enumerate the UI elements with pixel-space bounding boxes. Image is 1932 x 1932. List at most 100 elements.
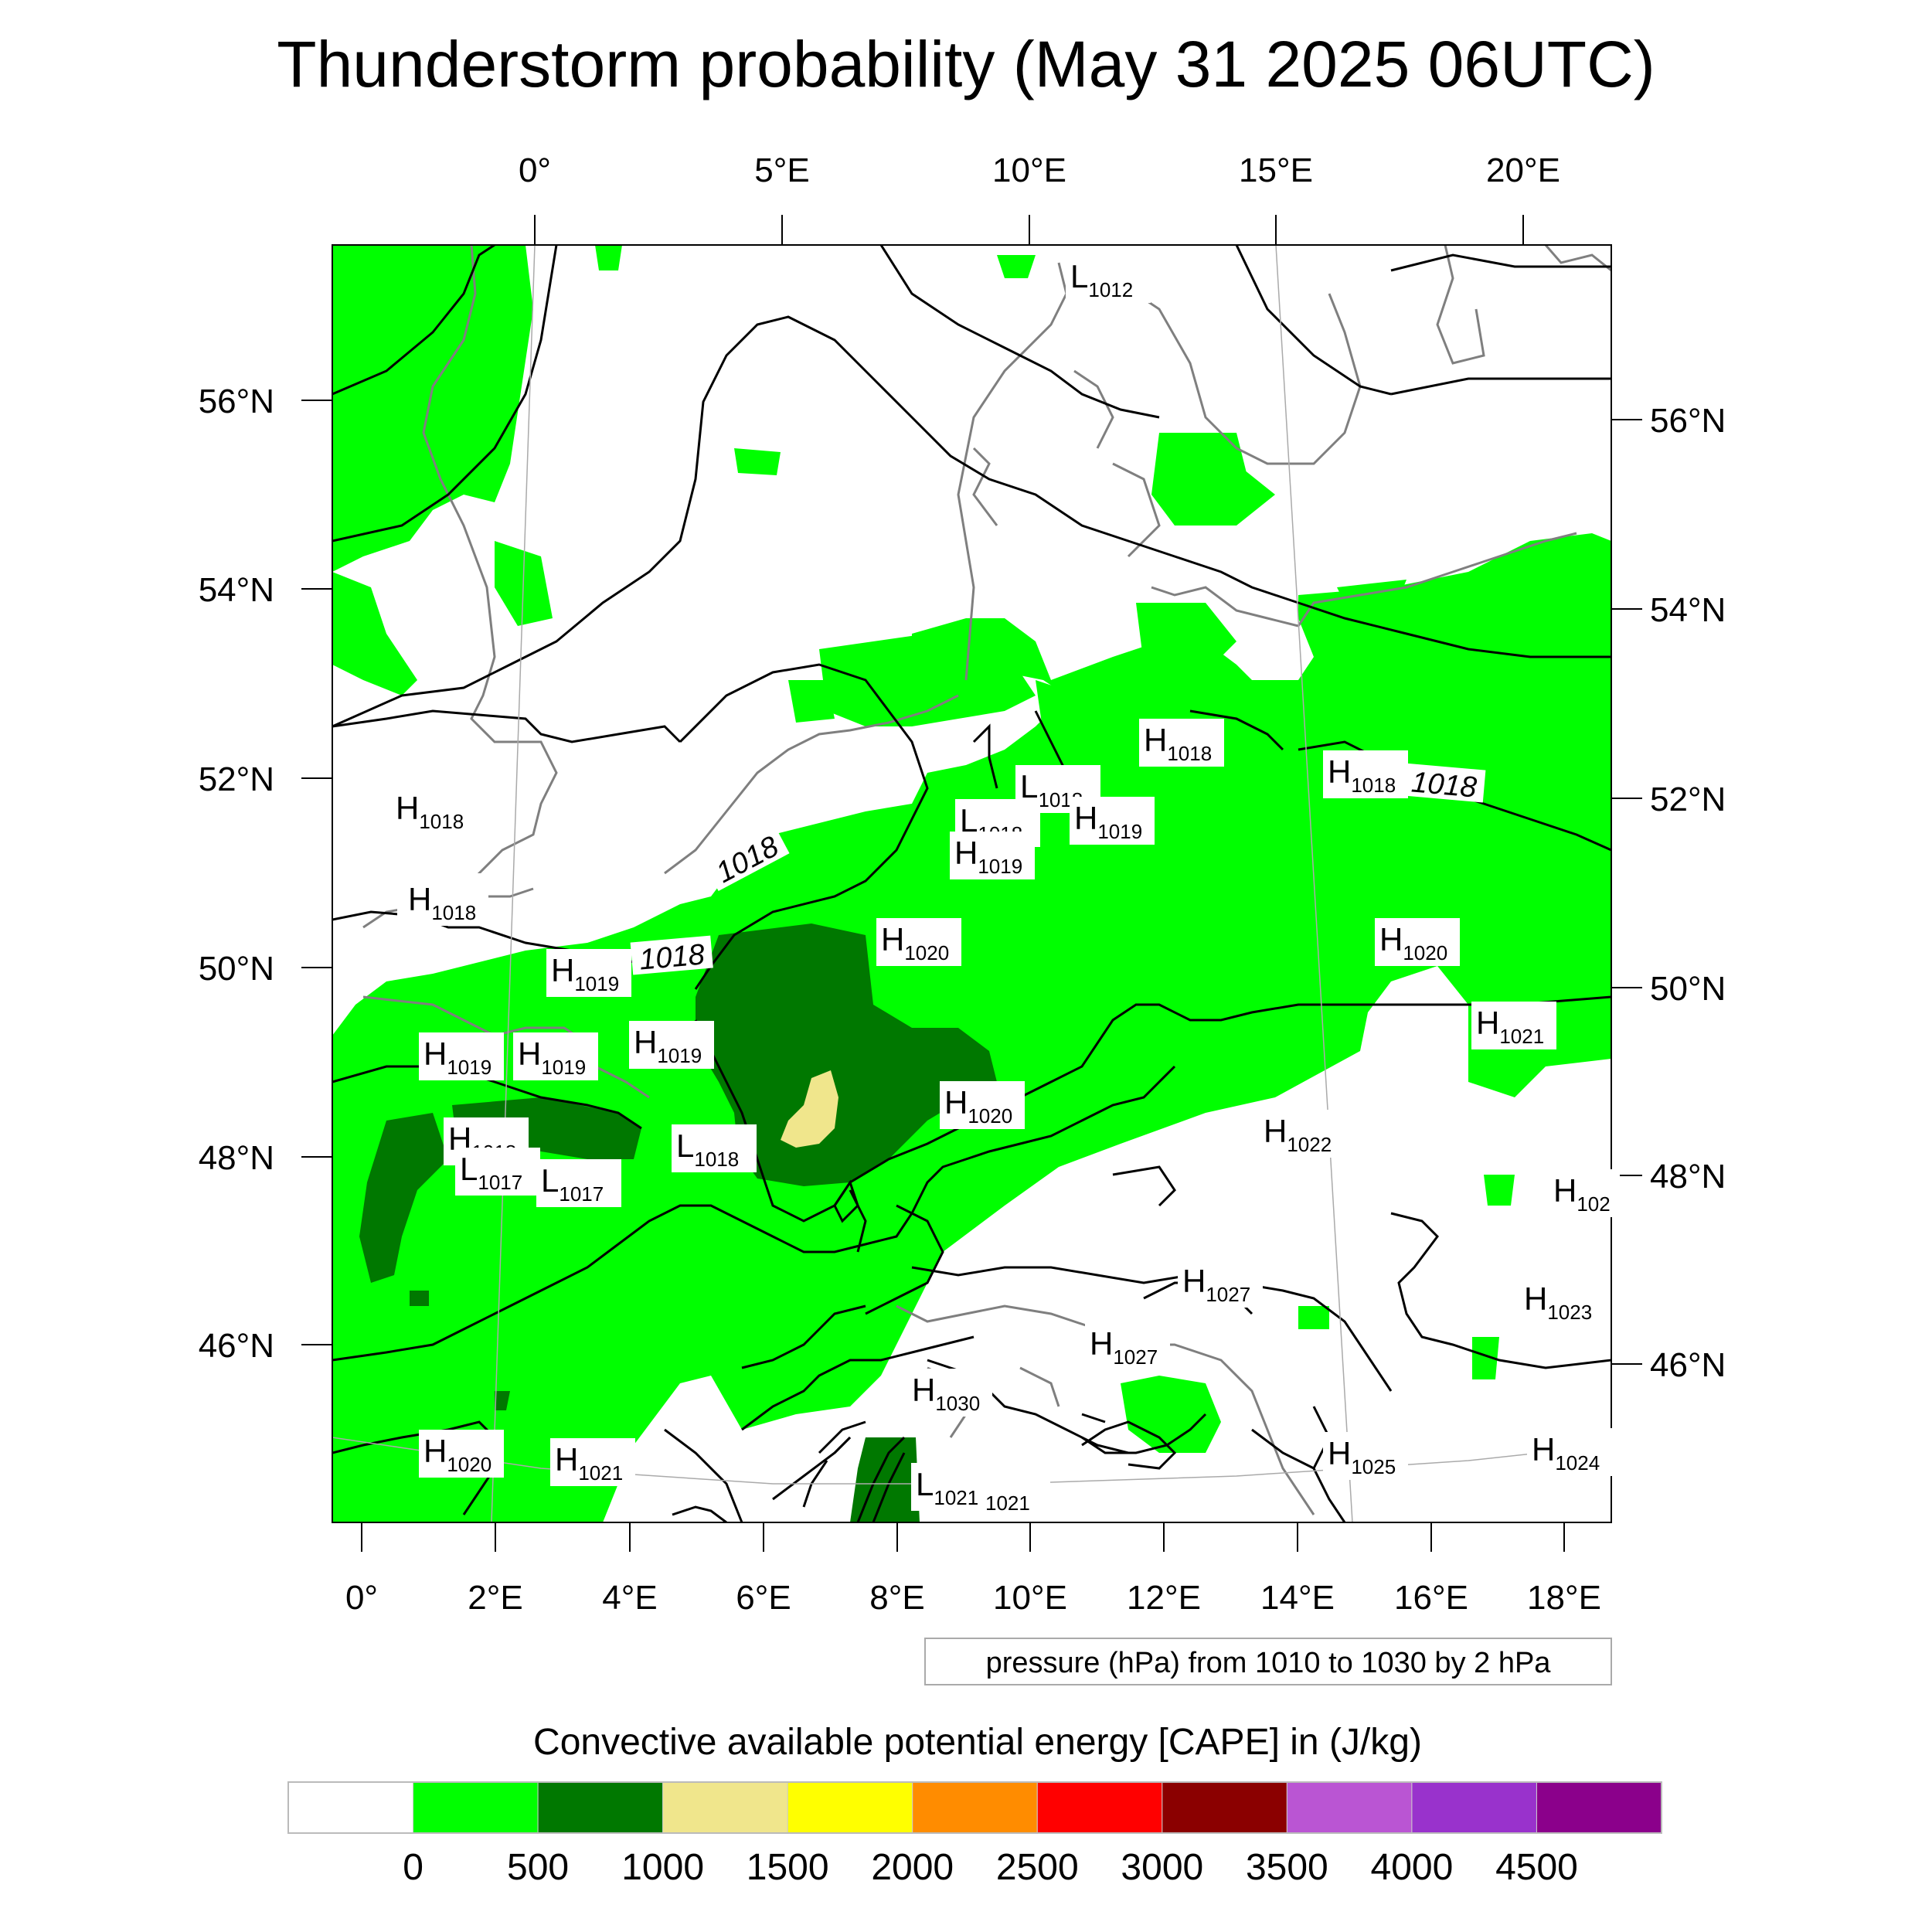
pressure-center-box (876, 918, 961, 966)
pressure-center-marker: H1027 (1085, 1322, 1170, 1370)
pressure-center-label: H1018 (408, 881, 476, 924)
right-tick-label: 52°N (1650, 781, 1726, 818)
pressure-center-marker: H1020 (940, 1081, 1025, 1129)
pressure-center-label: H1020 (944, 1084, 1012, 1128)
map-panel (332, 244, 1612, 1523)
top-tick-label: 0° (519, 151, 551, 189)
colorbar-tick-label: 2500 (996, 1847, 1079, 1888)
colorbar-swatch (1162, 1781, 1287, 1834)
pressure-center-label: H1020 (423, 1433, 492, 1476)
colorbar-tick-label: 3000 (1121, 1847, 1203, 1888)
pressure-center-box (536, 1159, 621, 1207)
left-tick-label: 48°N (199, 1139, 274, 1177)
left-axis-labels: 56°N 54°N 52°N 50°N 48°N 46°N (199, 383, 274, 1365)
colorbar-swatch (287, 1781, 414, 1834)
left-tick-label: 56°N (199, 383, 274, 420)
pressure-center-box (1070, 797, 1155, 845)
colorbar-swatch (1411, 1781, 1537, 1834)
pressure-center-box (1549, 1169, 1620, 1217)
pressure-center-box (455, 1148, 540, 1196)
pressure-center-label: H1025 (1328, 1435, 1396, 1478)
pressure-center-label: H1023 (1524, 1281, 1592, 1324)
pressure-center-marker: H1024 (1527, 1428, 1612, 1476)
pressure-center-box (1375, 918, 1460, 966)
chart-title: Thunderstorm probability (May 31 2025 06… (277, 28, 1655, 100)
pressure-center-label: L1012 (1070, 258, 1133, 301)
pressure-center-marker: L1017 (455, 1148, 540, 1196)
pressure-center-marker: L1012 (1066, 255, 1151, 303)
pressure-center-marker: H1020 (419, 1430, 504, 1478)
pressure-center-marker: H1019 (950, 832, 1035, 879)
pressure-center-box (981, 1468, 1050, 1516)
pressure-center-marker: H1019 (513, 1032, 598, 1080)
pressure-center-label: L1018 (676, 1128, 739, 1171)
pressure-center-marker: H102 (1549, 1169, 1620, 1217)
pressure-center-box (1066, 255, 1151, 303)
right-tick-label: 48°N (1650, 1158, 1726, 1196)
pressure-center-label: H1020 (1379, 921, 1447, 964)
isobars (332, 245, 1611, 1522)
pressure-center-label: H102 (1553, 1172, 1611, 1216)
top-tick-label: 10°E (992, 151, 1066, 189)
bottom-axis-labels: 0° 2°E 4°E 6°E 8°E 10°E 12°E 14°E 16°E 1… (345, 1579, 1601, 1617)
bottom-tick-label: 6°E (736, 1579, 791, 1617)
pressure-center-label: H1019 (634, 1024, 702, 1067)
pressure-center-marker: H1021 (1471, 1002, 1556, 1049)
pressure-center-box (419, 1430, 504, 1478)
right-tick-label: 50°N (1650, 970, 1726, 1008)
pressure-center-box (1471, 1002, 1556, 1049)
pressure-center-label: H1024 (1532, 1431, 1600, 1475)
colorbar-tick-label: 3500 (1246, 1847, 1328, 1888)
colorbar-swatch (1036, 1781, 1163, 1834)
pressure-center-marker: H1020 (876, 918, 961, 966)
colorbar-swatch (537, 1781, 664, 1834)
colorbar-tick-label: 1500 (747, 1847, 829, 1888)
pressure-center-marker: 1021 (981, 1468, 1050, 1516)
pressure-center-label: H1019 (423, 1036, 492, 1079)
left-tick-label: 46°N (199, 1327, 274, 1365)
contour-info-box (924, 1638, 1612, 1685)
bottom-tick-label: 10°E (993, 1579, 1067, 1617)
pressure-center-marker: H1019 (419, 1032, 504, 1080)
pressure-center-box (940, 1081, 1025, 1129)
pressure-center-marker: H1019 (546, 949, 631, 997)
pressure-center-box (1085, 1322, 1170, 1370)
pressure-center-label: H1019 (518, 1036, 586, 1079)
colorbar-title: Convective available potential energy [C… (533, 1722, 1422, 1763)
pressure-center-marker: H1018 (1323, 750, 1408, 798)
colorbar-tick-label: 500 (507, 1847, 569, 1888)
cape-500-1000-area (359, 923, 997, 1522)
pressure-center-box (1259, 1110, 1344, 1158)
pressure-center-marker: H1025 (1323, 1432, 1408, 1480)
pressure-center-box (1323, 750, 1408, 798)
top-tick-label: 15°E (1239, 151, 1313, 189)
axis-ticks (301, 215, 1642, 1552)
pressure-center-marker: H1020 (1375, 918, 1460, 966)
colorbar-tick-label: 1000 (621, 1847, 704, 1888)
bottom-tick-label: 14°E (1260, 1579, 1335, 1617)
pressure-center-box (550, 1438, 635, 1486)
left-tick-label: 54°N (199, 571, 274, 609)
pressure-center-label: L1017 (460, 1151, 522, 1194)
left-tick-label: 50°N (199, 950, 274, 988)
pressure-center-marker: H1027 (1178, 1260, 1263, 1308)
contour-info: pressure (hPa) from 1010 to 1030 by 2 hP… (986, 1647, 1552, 1679)
colorbar-tick-label: 0 (403, 1847, 423, 1888)
pressure-center-marker: L1018 (672, 1124, 757, 1172)
bottom-tick-label: 8°E (869, 1579, 924, 1617)
colorbar: 0 500 1000 1500 2000 2500 3000 3500 4000 4500 (287, 1781, 1662, 1888)
colorbar-swatch (1536, 1781, 1662, 1834)
right-axis-labels: 56°N 54°N 52°N 50°N 48°N 46°N (1650, 402, 1726, 1384)
pressure-centers: L1012H1018H1018H1018L1018H1019L1018H1019… (391, 255, 1620, 1516)
pressure-center-label: H1019 (1074, 800, 1142, 843)
pressure-center-marker: H1018 (391, 787, 476, 835)
pressure-center-box (419, 1032, 504, 1080)
pressure-center-box (391, 787, 476, 835)
right-tick-label: 56°N (1650, 402, 1726, 440)
colorbar-tick-label: 2000 (871, 1847, 954, 1888)
colorbar-frame (287, 1781, 1662, 1834)
pressure-center-label: H1027 (1090, 1325, 1158, 1369)
colorbar-swatch (912, 1781, 1038, 1834)
bottom-tick-label: 12°E (1127, 1579, 1201, 1617)
pressure-center-box (629, 1021, 714, 1069)
